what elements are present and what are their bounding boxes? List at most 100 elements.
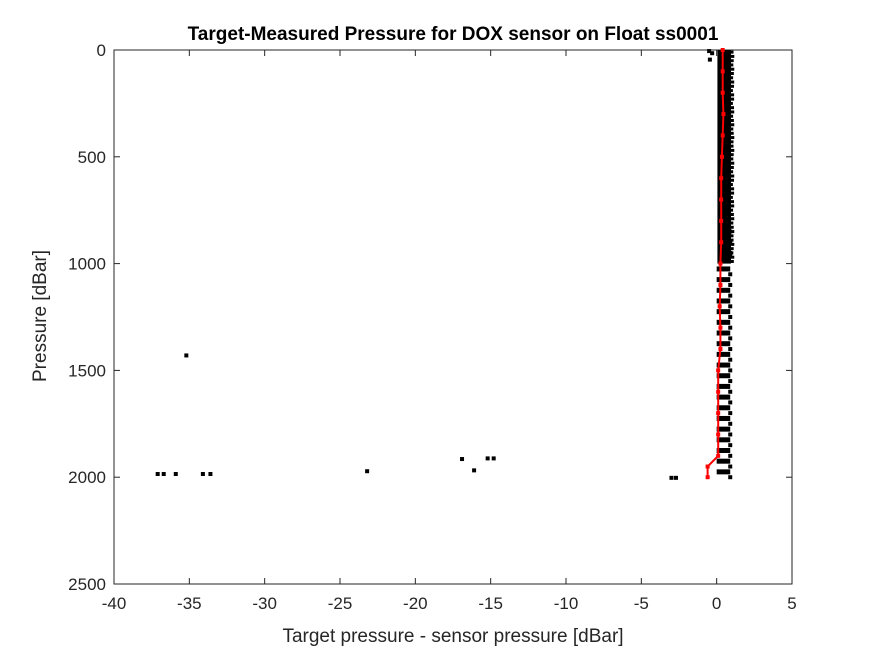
x-tick-label: -35 bbox=[177, 594, 202, 613]
band-edge-mark bbox=[730, 89, 733, 93]
data-point bbox=[200, 471, 205, 476]
median-line-marker bbox=[719, 176, 724, 181]
data-point bbox=[485, 456, 490, 461]
data-point bbox=[208, 471, 213, 476]
median-line-marker bbox=[718, 325, 723, 330]
median-line-marker bbox=[720, 90, 725, 95]
band-edge-mark bbox=[730, 50, 734, 54]
x-tick-label: -25 bbox=[328, 594, 353, 613]
data-point bbox=[728, 347, 733, 352]
data-point bbox=[728, 432, 733, 437]
band-edge-mark bbox=[730, 217, 735, 221]
band-edge-mark bbox=[730, 238, 734, 242]
plot-area bbox=[113, 49, 793, 585]
median-line-marker bbox=[720, 133, 725, 138]
median-line-layer bbox=[705, 48, 726, 480]
data-point bbox=[728, 389, 733, 394]
band-edge-mark bbox=[730, 170, 734, 174]
data-point bbox=[673, 475, 678, 480]
median-line-marker bbox=[720, 48, 725, 52]
band-edge-mark bbox=[730, 80, 735, 84]
band-stripe bbox=[716, 266, 731, 272]
band-edge-mark bbox=[730, 242, 735, 246]
band-edge-mark bbox=[730, 178, 734, 182]
median-line-marker bbox=[719, 240, 724, 245]
band-edge-mark bbox=[730, 67, 735, 71]
median-line-marker bbox=[716, 453, 721, 458]
band-edge-mark bbox=[730, 200, 735, 204]
median-line-marker bbox=[716, 368, 721, 373]
x-tick-label: -20 bbox=[403, 594, 428, 613]
median-line-marker bbox=[720, 69, 725, 74]
x-tick-label: -30 bbox=[252, 594, 277, 613]
median-line-marker bbox=[719, 218, 724, 223]
data-point bbox=[728, 475, 733, 480]
band-edge-mark bbox=[730, 187, 735, 191]
data-point bbox=[728, 336, 733, 341]
data-point bbox=[728, 379, 733, 384]
data-point bbox=[155, 471, 160, 476]
data-point bbox=[173, 471, 178, 476]
band-edge-mark bbox=[730, 157, 734, 161]
band-edge-mark bbox=[730, 161, 735, 165]
median-line-marker bbox=[718, 282, 723, 287]
band-edge-mark bbox=[730, 144, 734, 148]
median-line-marker bbox=[716, 411, 721, 416]
band-stripe bbox=[716, 405, 731, 411]
median-line-marker bbox=[716, 432, 721, 437]
band-edge-mark bbox=[730, 204, 735, 208]
band-edge-mark bbox=[730, 165, 734, 169]
band-stripe bbox=[716, 437, 731, 443]
median-line-marker bbox=[705, 475, 710, 480]
band-edge-mark bbox=[730, 106, 734, 110]
band-edge-mark bbox=[730, 208, 734, 212]
data-point bbox=[728, 443, 733, 448]
x-tick-label: -15 bbox=[478, 594, 503, 613]
band-edge-mark bbox=[730, 225, 734, 229]
band-edge-mark bbox=[730, 234, 734, 238]
band-edge-mark bbox=[730, 97, 735, 101]
data-point bbox=[728, 304, 733, 309]
band-edge-mark bbox=[730, 54, 735, 58]
median-line-marker bbox=[721, 112, 726, 117]
x-tick-label: 0 bbox=[712, 594, 721, 613]
data-point bbox=[707, 49, 712, 54]
band-edge-mark bbox=[730, 255, 735, 259]
band-edge-mark bbox=[730, 63, 734, 67]
band-stripe bbox=[716, 458, 731, 464]
band-stripe bbox=[716, 298, 731, 304]
data-point bbox=[728, 250, 733, 255]
chart-title: Target-Measured Pressure for DOX sensor … bbox=[188, 24, 719, 45]
band-edge-mark bbox=[730, 101, 733, 105]
band-edge-mark bbox=[730, 71, 734, 75]
band-edge-mark bbox=[730, 191, 735, 195]
band-edge-mark bbox=[730, 140, 734, 144]
data-point bbox=[728, 293, 733, 298]
band-stripe bbox=[716, 415, 731, 421]
data-point bbox=[728, 464, 733, 469]
band-edge-mark bbox=[730, 230, 735, 234]
band-edge-mark bbox=[730, 148, 735, 152]
data-point bbox=[472, 468, 477, 473]
y-axis-label: Pressure [dBar] bbox=[30, 250, 51, 382]
band-edge-mark bbox=[730, 174, 735, 178]
band-edge-mark bbox=[730, 110, 735, 114]
band-edge-mark bbox=[730, 212, 734, 216]
median-line-marker bbox=[719, 197, 724, 202]
data-point bbox=[161, 471, 166, 476]
data-point bbox=[728, 240, 733, 245]
band-edge-mark bbox=[730, 195, 733, 199]
band-stripe bbox=[716, 373, 731, 379]
y-tick-label: 1500 bbox=[68, 361, 106, 380]
ticks-layer: -40 -35 -30 -25 -20 -15 -10 -5 0 5 0 500 1000 1500 200… bbox=[68, 41, 797, 613]
median-line-marker bbox=[718, 347, 723, 352]
data-point bbox=[728, 253, 733, 258]
band-stripe bbox=[716, 448, 731, 453]
data-point bbox=[491, 456, 496, 461]
data-point bbox=[728, 411, 733, 416]
median-line-marker bbox=[719, 154, 724, 159]
band-edge-mark bbox=[730, 84, 734, 88]
band-stripe bbox=[716, 319, 731, 325]
x-axis-label: Target pressure - sensor pressure [dBar] bbox=[282, 626, 623, 647]
